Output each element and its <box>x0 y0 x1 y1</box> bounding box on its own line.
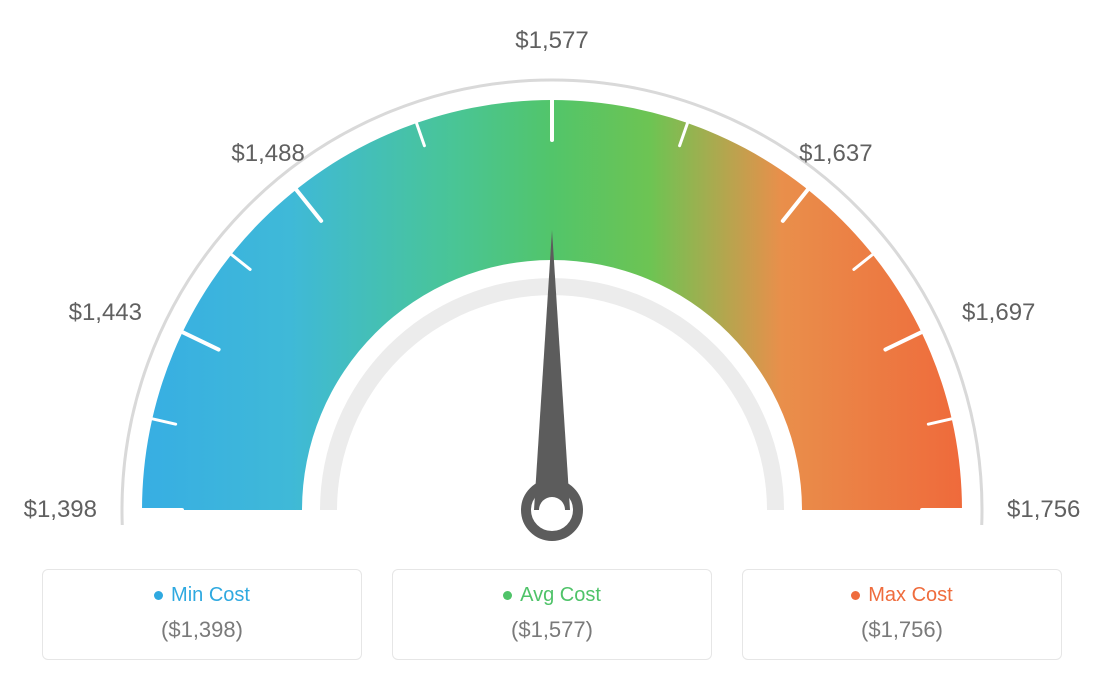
legend-card-max: Max Cost ($1,756) <box>742 569 1062 660</box>
legend-label-min: Min Cost <box>154 584 250 607</box>
gauge-tick-label: $1,697 <box>962 299 1035 327</box>
legend-label-text: Min Cost <box>171 584 250 607</box>
legend-card-min: Min Cost ($1,398) <box>42 569 362 660</box>
legend-value-max: ($1,756) <box>743 617 1061 643</box>
dot-icon <box>503 591 512 600</box>
dot-icon <box>851 591 860 600</box>
legend-label-text: Avg Cost <box>520 584 601 607</box>
cost-gauge: $1,398$1,443$1,488$1,577$1,637$1,697$1,7… <box>72 40 1032 540</box>
gauge-svg <box>72 40 1032 580</box>
gauge-tick-label: $1,756 <box>1007 496 1080 524</box>
gauge-tick-label: $1,577 <box>515 27 588 55</box>
legend-row: Min Cost ($1,398) Avg Cost ($1,577) Max … <box>42 569 1062 660</box>
legend-label-max: Max Cost <box>851 584 952 607</box>
dot-icon <box>154 591 163 600</box>
gauge-tick-label: $1,637 <box>799 140 872 168</box>
gauge-tick-label: $1,488 <box>231 140 304 168</box>
gauge-tick-label: $1,443 <box>69 299 142 327</box>
legend-label-avg: Avg Cost <box>503 584 601 607</box>
legend-value-avg: ($1,577) <box>393 617 711 643</box>
legend-card-avg: Avg Cost ($1,577) <box>392 569 712 660</box>
legend-value-min: ($1,398) <box>43 617 361 643</box>
legend-label-text: Max Cost <box>868 584 952 607</box>
gauge-tick-label: $1,398 <box>24 496 97 524</box>
